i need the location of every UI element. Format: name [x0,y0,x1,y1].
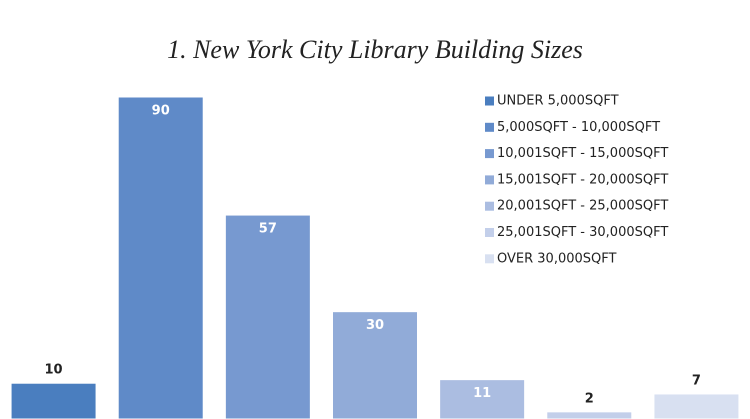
bar [10,382,97,419]
legend-label: 20,001SQFT - 25,000SQFT [497,199,668,214]
bar [224,214,311,419]
bar [332,311,418,419]
value-label: 7 [692,373,701,388]
legend-label: UNDER 5,000SQFT [497,94,619,109]
legend-label: OVER 30,000SQFT [497,251,616,266]
value-label: 2 [585,391,594,406]
legend-swatch [485,175,494,185]
value-label: 10 [45,363,63,378]
legend-swatch [485,201,494,211]
legend-swatch [485,149,494,159]
chart-title: 1. New York City Library Building Sizes [167,35,583,64]
bar [653,393,740,419]
value-label: 90 [152,104,170,119]
value-label: 57 [259,222,277,237]
legend-label: 25,001SQFT - 30,000SQFT [497,225,668,240]
value-label: 11 [473,386,491,401]
legend-swatch [485,254,494,264]
bar [439,379,526,419]
legend-label: 10,001SQFT - 15,000SQFT [497,146,668,161]
legend-swatch [485,96,494,106]
bar [546,411,633,419]
value-label: 30 [366,318,384,333]
legend-swatch [485,122,494,132]
bar [117,96,204,419]
legend-swatch [485,228,494,237]
legend-label: 5,000SQFT - 10,000SQFT [497,120,660,135]
legend-label: 15,001SQFT - 20,000SQFT [497,172,668,187]
